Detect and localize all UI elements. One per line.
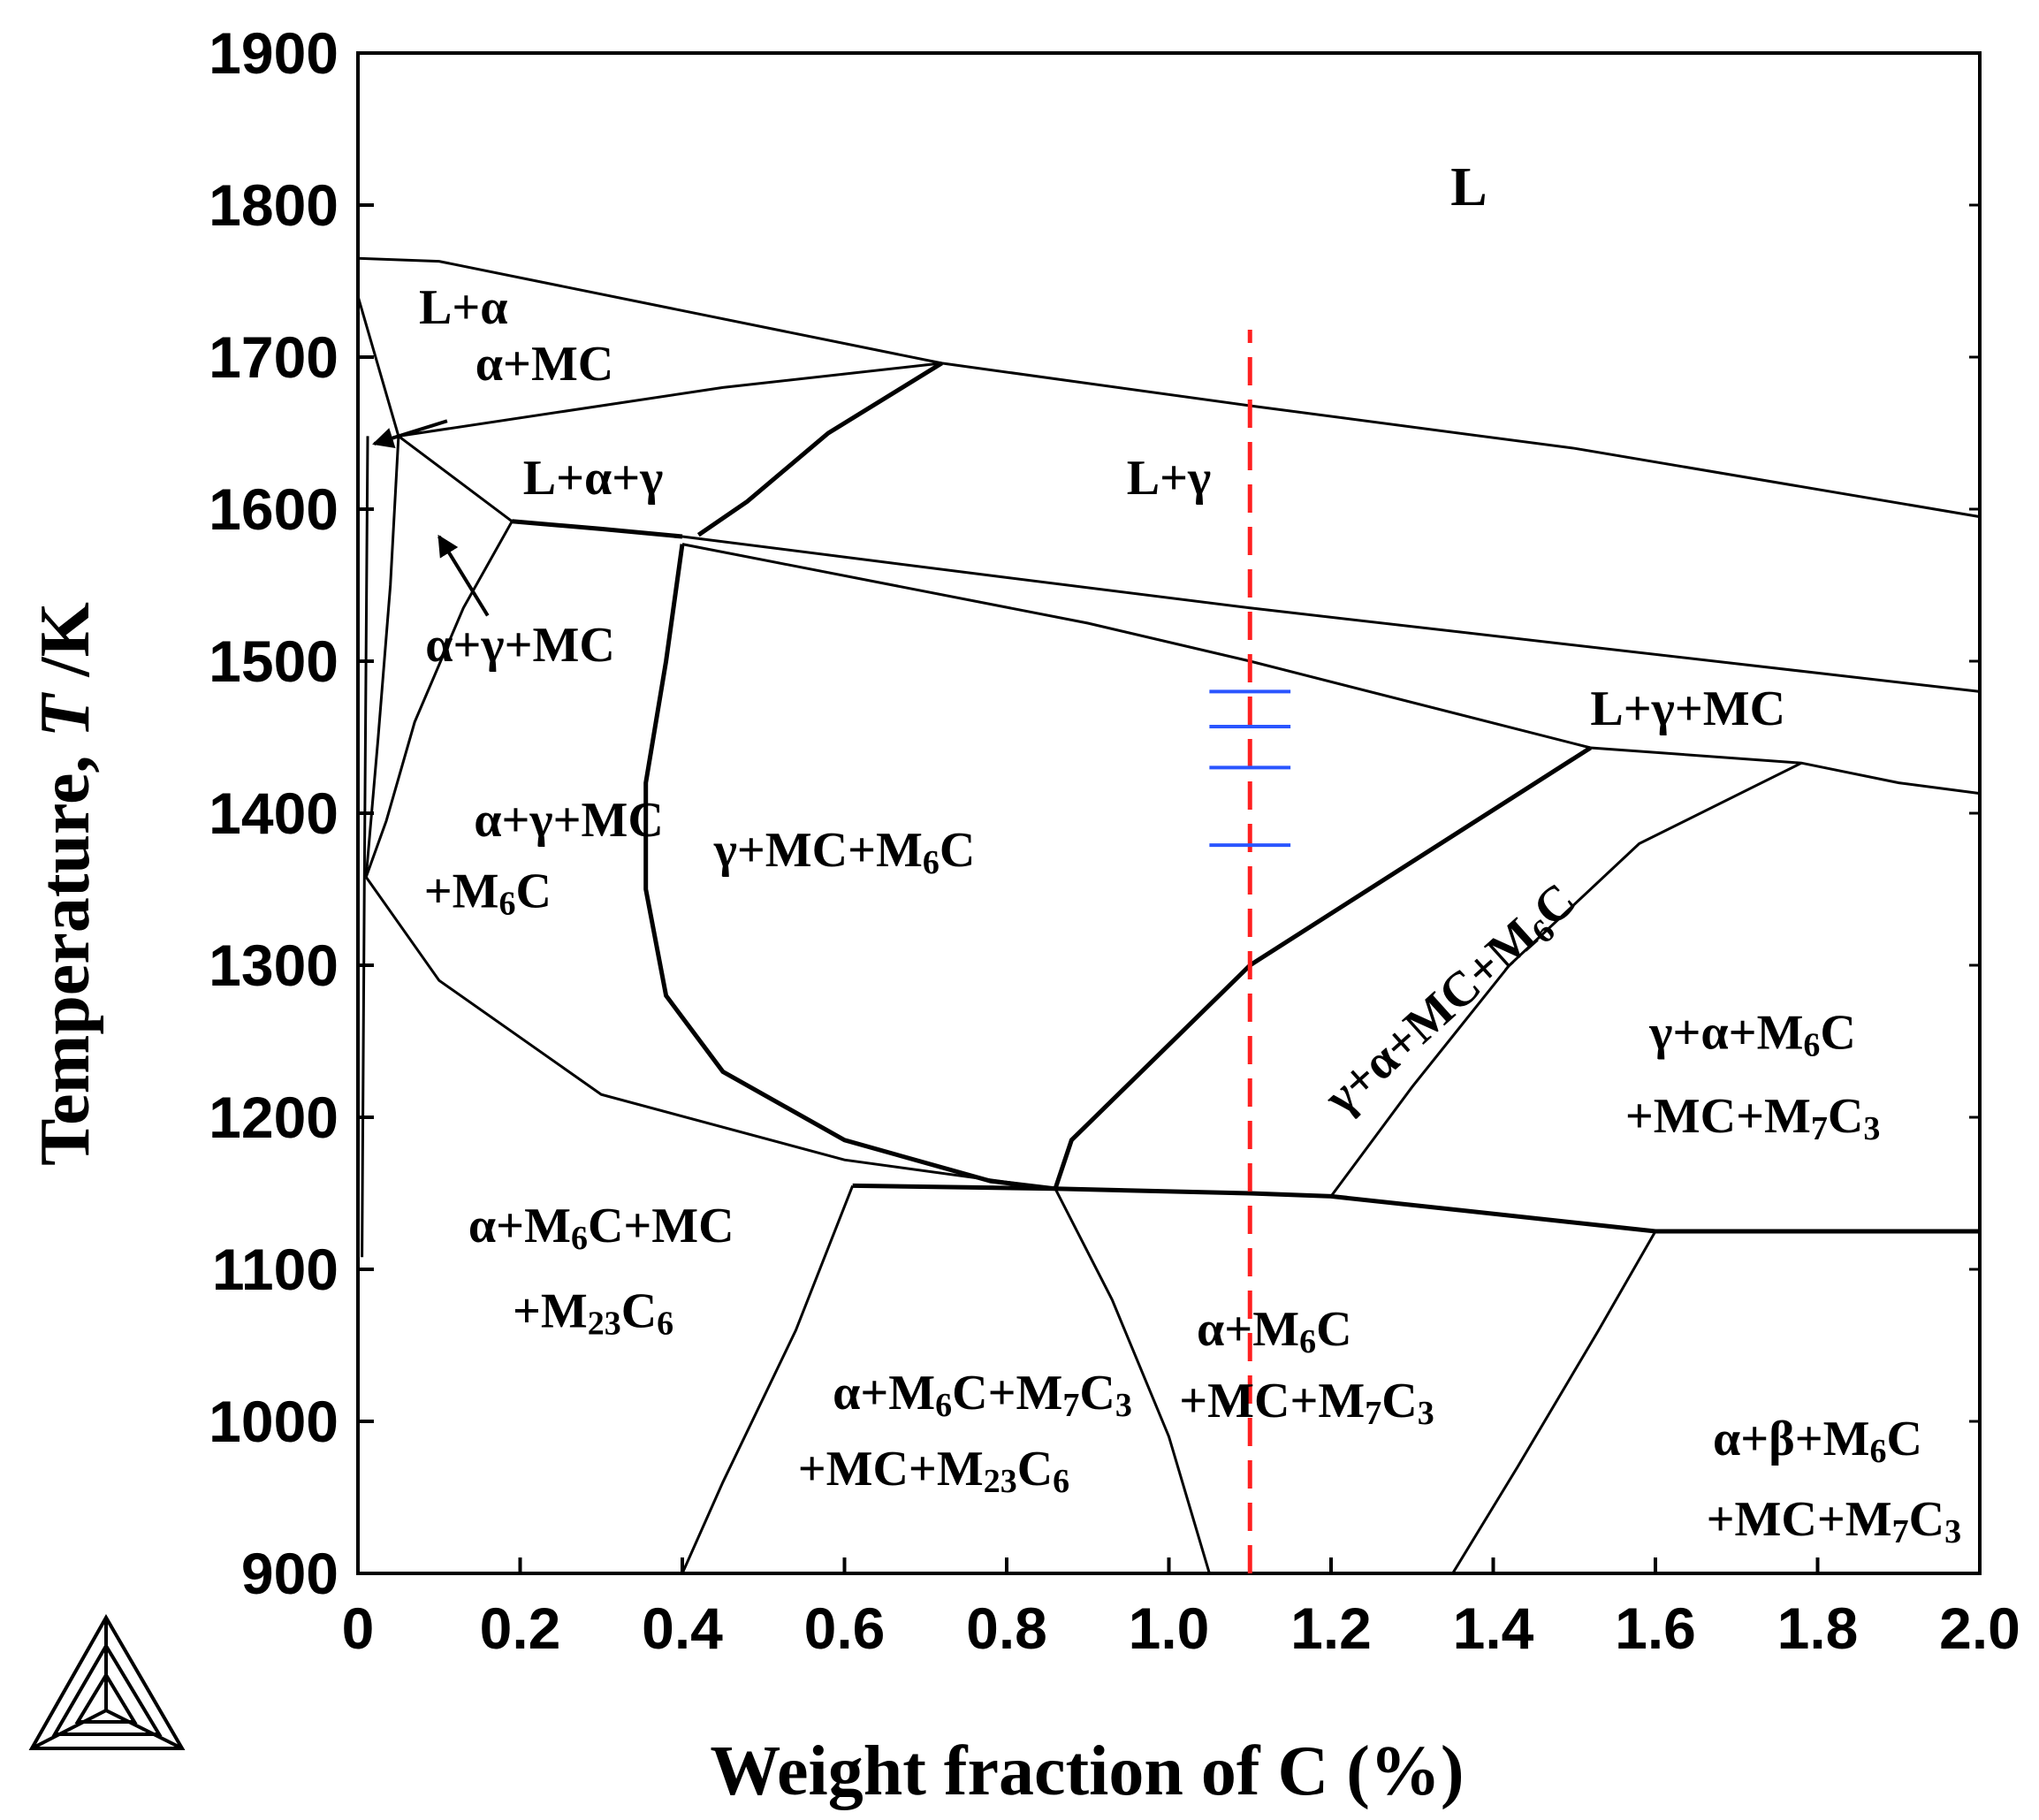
boundary-peritectic-line — [512, 519, 683, 539]
y-tick-label: 1300 — [209, 933, 339, 998]
y-tick-label: 1500 — [209, 628, 339, 694]
x-tick-label: 1.0 — [1129, 1595, 1210, 1661]
y-axis-label: Temperature, T /K — [27, 602, 104, 1166]
y-axis-ticks: 900 1000 1100 1200 1300 1400 1500 1600 1700 1800 1… — [209, 20, 1980, 1606]
boundary-liquidus — [357, 256, 1981, 519]
x-tick-label: 1.8 — [1777, 1595, 1859, 1661]
y-tick-label: 1600 — [209, 476, 339, 542]
arrows — [372, 419, 490, 617]
x-tick-label: 0 — [342, 1595, 375, 1661]
region-label-6: α+γ+MC — [425, 618, 615, 673]
y-axis-label-unit: /K — [27, 602, 104, 694]
boundary-eutectoid-line — [852, 1183, 1980, 1234]
region-label-2: L+α — [419, 280, 508, 335]
triangle-logo-icon — [28, 1613, 186, 1750]
region-label-12: γ+α+M6C — [1648, 1006, 1856, 1064]
boundary-beta-boundary — [1451, 1230, 1657, 1574]
region-label-17: +MC+M7C3 — [1179, 1374, 1434, 1432]
region-label-14: α+M6C+MC — [468, 1199, 734, 1257]
boundary-alpha-m6c-mc-left — [1054, 1188, 1211, 1574]
region-label-21: +MC+M7C3 — [1707, 1492, 1961, 1550]
x-axis-ticks: 0 0.2 0.4 0.6 0.8 1.0 1.2 1.4 1.6 1.8 2.0 — [342, 1557, 2020, 1661]
boundary-low-c-edge — [361, 436, 369, 1258]
boundary-l-gamma-mc-lower — [1590, 746, 1981, 796]
region-label-5: L+γ — [1127, 451, 1211, 506]
overlay-markers — [1209, 330, 1291, 1573]
y-axis-label-variable: T — [27, 691, 104, 737]
region-label-4: L+α+γ — [523, 451, 664, 506]
region-label-19: +MC+M23C6 — [798, 1442, 1069, 1500]
x-tick-label: 1.4 — [1453, 1595, 1534, 1661]
region-label-7: L+γ+MC — [1590, 682, 1785, 736]
y-axis-label-prefix: Temperature, — [27, 737, 104, 1165]
x-tick-label: 1.2 — [1290, 1595, 1372, 1661]
boundary-gamma-alpha-mc-right — [1329, 761, 1802, 1198]
boundary-m7c3-m23c6-boundary — [681, 1184, 855, 1574]
region-label-3: α+MC — [476, 337, 613, 392]
x-tick-label: 1.6 — [1615, 1595, 1696, 1661]
boundary-gamma-solidus — [681, 543, 1591, 750]
region-label-1: L — [1450, 157, 1487, 217]
region-label-13: +MC+M7C3 — [1625, 1089, 1880, 1147]
y-tick-label: 1700 — [209, 324, 339, 390]
x-tick-label: 0.2 — [480, 1595, 561, 1661]
y-tick-label: 1200 — [209, 1085, 339, 1150]
boundary-alpha-start — [356, 295, 400, 437]
region-label-20: α+β+M6C — [1713, 1412, 1922, 1470]
y-tick-label: 1900 — [209, 20, 339, 86]
region-label-8: α+γ+MC — [474, 793, 664, 848]
phase-boundaries — [356, 256, 1981, 1574]
region-label-15: +M23C6 — [513, 1283, 673, 1342]
region-label-16: α+M6C — [1197, 1302, 1351, 1360]
annotation-arrow-1 — [372, 419, 448, 449]
boundary-l-alpha-gamma-diag — [397, 435, 514, 522]
boundary-alpha-m23c6-boundary — [364, 876, 1056, 1191]
region-label-10: γ+MC+M6C — [713, 823, 976, 881]
boundary-alpha-gamma-mc-left — [364, 436, 400, 878]
y-tick-label: 1000 — [209, 1389, 339, 1454]
boundary-gamma-mc-left — [364, 521, 514, 878]
annotation-arrow-2 — [437, 534, 490, 617]
region-label-9: +M6C — [424, 864, 552, 923]
x-tick-label: 0.6 — [804, 1595, 886, 1661]
y-tick-label: 1100 — [212, 1237, 339, 1302]
boundary-gamma-m6c-boundary — [643, 544, 1056, 1192]
boundary-l-gamma-lower — [681, 535, 1981, 693]
boundary-gamma-alpha-mc-left — [1053, 745, 1592, 1190]
boundary-gamma-liquidus — [696, 361, 943, 537]
region-label-18: α+M6C+M7C3 — [833, 1366, 1132, 1424]
y-tick-label: 1800 — [209, 172, 339, 238]
x-axis-label: Weight fraction of C (%) — [710, 1732, 1464, 1810]
x-tick-label: 0.8 — [966, 1595, 1047, 1661]
y-tick-label: 900 — [241, 1541, 339, 1606]
boundary-l-alpha-mc-lower — [398, 362, 942, 438]
y-tick-label: 1400 — [209, 781, 339, 846]
x-tick-label: 0.4 — [642, 1595, 723, 1661]
x-tick-label: 2.0 — [1939, 1595, 2020, 1661]
